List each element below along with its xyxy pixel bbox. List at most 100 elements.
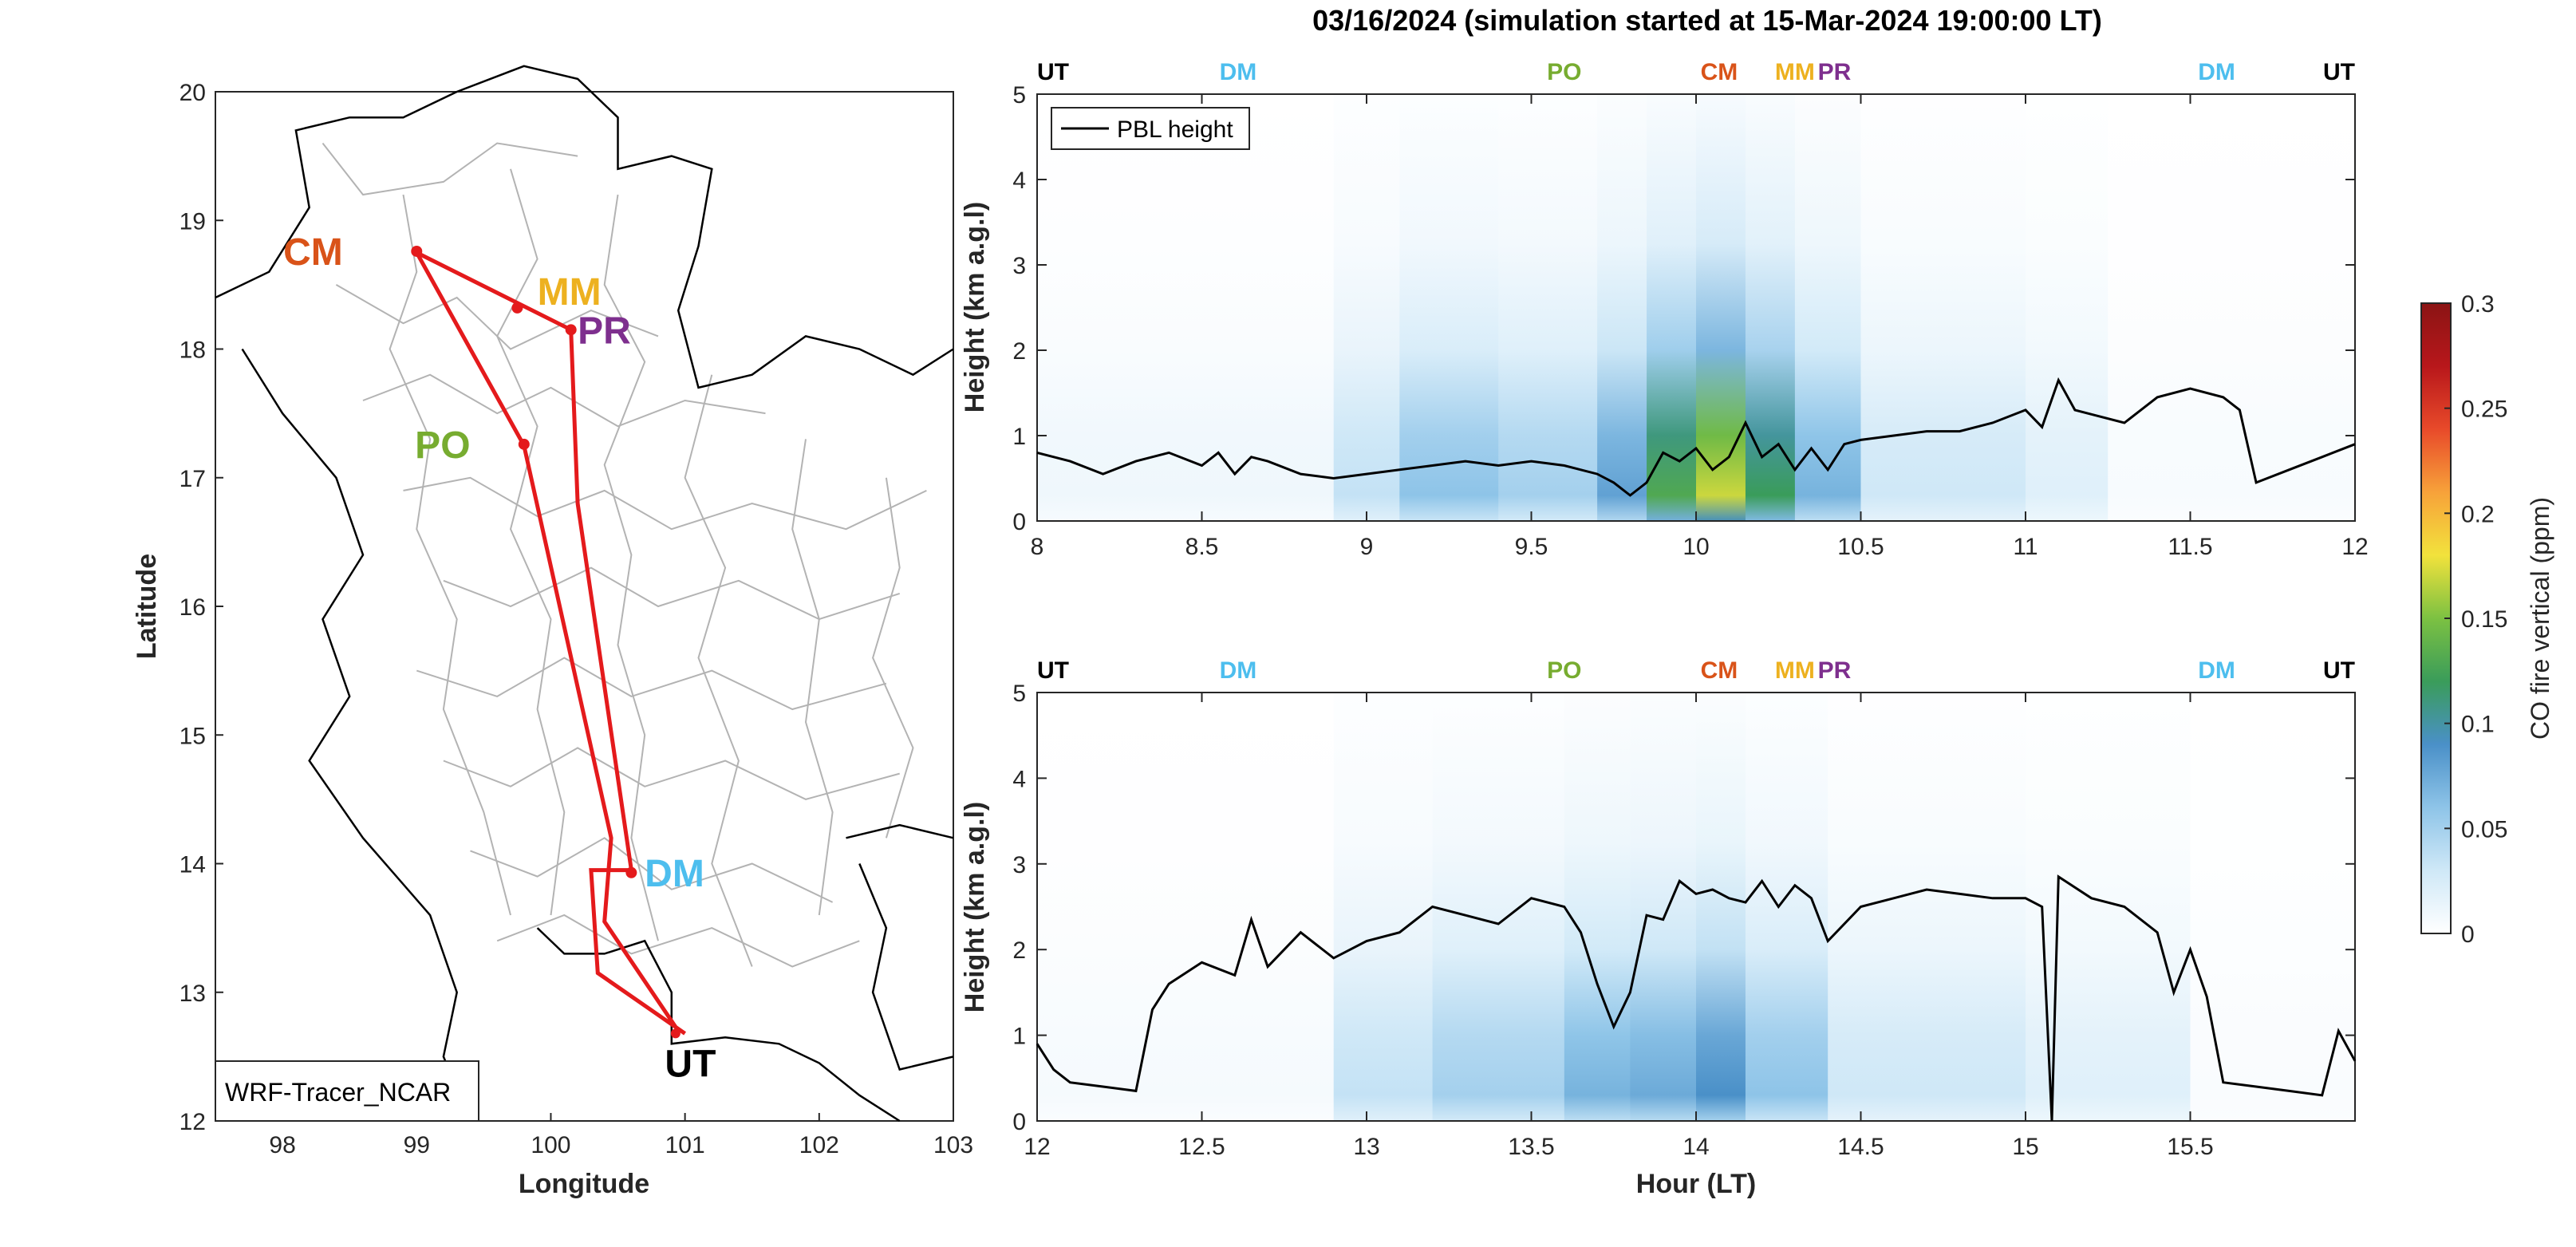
y-tick-label: 5	[1012, 82, 1026, 109]
station-tag-ut: UT	[2323, 59, 2355, 85]
y-tick-label: 2	[1012, 937, 1026, 964]
map-xtick-label: 100	[531, 1132, 570, 1158]
province-border	[603, 194, 659, 941]
station-tag-mm: MM	[1775, 657, 1815, 684]
province-border	[496, 168, 566, 916]
colorbar-tick-label: 0.1	[2461, 712, 2495, 738]
station-dot-pr	[565, 324, 577, 336]
map-xtick-label: 102	[799, 1132, 839, 1158]
coastline	[215, 65, 954, 1123]
map-ytick-label: 15	[179, 723, 206, 749]
y-tick-label: 3	[1012, 852, 1026, 878]
station-tag-dm: DM	[2198, 59, 2235, 85]
co-field-column	[1037, 693, 1335, 1121]
station-tag-mm: MM	[1775, 59, 1815, 85]
co-field-column	[1630, 693, 1697, 1121]
legend-label: PBL height	[1117, 116, 1233, 143]
province-border	[496, 914, 860, 968]
station-tag-dm: DM	[1220, 657, 1257, 684]
coastline-segment	[846, 823, 954, 839]
coastline-segment	[536, 927, 901, 1123]
map-xtick-label: 103	[933, 1132, 973, 1158]
province-border	[416, 657, 887, 711]
station-tag-ut: UT	[2323, 657, 2355, 684]
map-ytick-label: 13	[179, 981, 206, 1007]
pbl-legend: PBL height	[1051, 107, 1250, 150]
station-label-po: PO	[415, 424, 470, 467]
co-field-top	[1037, 94, 2356, 521]
y-tick-label: 0	[1012, 1109, 1026, 1135]
coastline-segment	[241, 348, 471, 1122]
station-tag-pr: PR	[1818, 657, 1852, 684]
co-field-column	[1037, 94, 1335, 521]
pbl-height-line-bottom	[1036, 874, 2357, 1122]
co-field-column	[2190, 693, 2356, 1121]
x-tick-label: 12.5	[1178, 1134, 1225, 1160]
x-tick-label: 12	[1024, 1134, 1050, 1160]
province-border	[443, 747, 900, 800]
annotation-box	[215, 1060, 479, 1122]
coastline-segment	[858, 863, 954, 1071]
province-border	[872, 477, 914, 839]
province-border	[335, 284, 659, 350]
co-field-column	[1498, 94, 1598, 521]
station-dot-dm	[625, 866, 637, 878]
y-tick-label: 4	[1012, 766, 1026, 792]
co-field-column	[2108, 94, 2356, 521]
station-dot-po	[518, 438, 530, 450]
map-ytick-label: 14	[179, 852, 206, 878]
x-tick-label: 11	[2013, 534, 2038, 560]
x-tick-label: 14.5	[1837, 1134, 1884, 1160]
colorbar-tick-label: 0.3	[2461, 291, 2495, 318]
coastline-segment	[215, 65, 954, 389]
y-tick-label: 1	[1012, 424, 1026, 450]
station-label-pr: PR	[578, 310, 631, 352]
y-tick-label: 5	[1012, 681, 1026, 707]
colorbar-label: CO fire vertical (ppm)	[2526, 497, 2554, 740]
x-tick-label: 15	[2012, 1134, 2038, 1160]
colorbar-tick-label: 0.25	[2461, 397, 2507, 423]
station-dot-ut	[670, 1028, 680, 1039]
colorbar-tick-label: 0.05	[2461, 816, 2507, 843]
y-tick-label: 0	[1012, 509, 1026, 535]
figure-title: 03/16/2024 (simulation started at 15-Mar…	[1312, 4, 2102, 37]
co-field-column	[1333, 693, 1434, 1121]
x-tick-label: 9	[1360, 534, 1374, 560]
station-tag-ut: UT	[1037, 657, 1069, 684]
colorbar-tick-label: 0.2	[2461, 501, 2495, 527]
province-border	[362, 373, 766, 428]
station-tag-po: PO	[1547, 657, 1581, 684]
top-ylabel: Height (km a.g.l)	[960, 202, 990, 412]
y-tick-label: 3	[1012, 253, 1026, 279]
bottom-xlabel: Hour (LT)	[1636, 1169, 1756, 1199]
colorbar-tick-label: 0	[2461, 921, 2475, 948]
station-dot-mm	[511, 302, 523, 314]
co-field-column	[1794, 94, 1861, 521]
map-xtick-label: 98	[269, 1132, 295, 1158]
map-ytick-label: 20	[179, 80, 206, 106]
x-tick-label: 11.5	[2168, 534, 2212, 560]
station-tag-ut: UT	[1037, 59, 1069, 85]
station-tag-pr: PR	[1818, 59, 1852, 85]
province-border	[791, 439, 834, 916]
pbl-height-line-top	[1036, 377, 2356, 497]
map-ytick-label: 16	[179, 594, 206, 621]
province-border	[322, 142, 578, 196]
x-tick-label: 8.5	[1185, 534, 1219, 560]
co-field-column	[1696, 693, 1746, 1121]
co-field-column	[2026, 94, 2109, 521]
colorbar: 0 0.05 0.1 0.15 0.2 0.25 0.3 CO fire vertical …	[2420, 291, 2554, 948]
station-tag-cm: CM	[1701, 657, 1738, 684]
map-ytick-label: 18	[179, 337, 206, 364]
station-tag-dm: DM	[1220, 59, 1257, 85]
x-tick-label: 13	[1353, 1134, 1379, 1160]
y-tick-label: 4	[1012, 168, 1026, 194]
map-ytick-label: 19	[179, 208, 206, 235]
station-label-dm: DM	[645, 853, 704, 895]
